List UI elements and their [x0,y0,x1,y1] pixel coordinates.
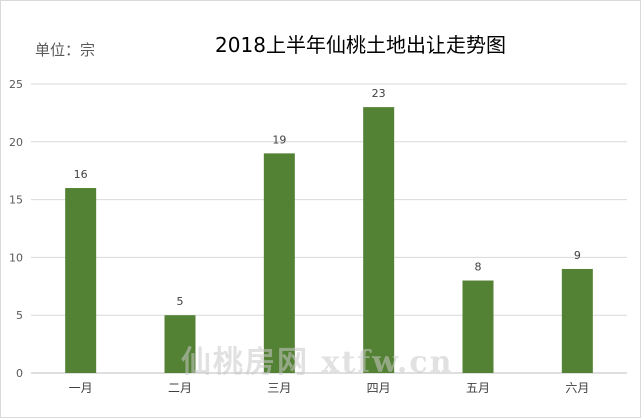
x-tick-label: 一月 [69,381,93,395]
y-tick-label: 15 [9,194,23,207]
data-label: 16 [74,168,88,181]
data-label: 9 [574,249,581,262]
x-tick-label: 六月 [565,381,589,395]
watermark: 仙桃房网 xtfw.cn [181,345,454,380]
bar [561,268,593,373]
bar [164,315,196,373]
x-tick-label: 二月 [168,381,192,395]
data-label: 19 [272,133,286,146]
x-tick-label: 四月 [367,381,391,395]
data-label: 23 [372,87,386,100]
chart-title: 2018上半年仙桃土地出让走势图 [215,33,506,57]
y-tick-label: 20 [9,136,23,149]
y-tick-label: 5 [16,309,23,322]
y-tick-label: 10 [9,251,23,264]
bar [65,188,97,373]
y-tick-label: 0 [16,367,23,380]
bar [263,153,295,373]
bar [462,280,494,373]
data-label: 5 [177,295,184,308]
unit-label: 单位：宗 [35,41,96,59]
data-label: 8 [475,261,482,274]
bar [363,107,395,374]
x-tick-label: 三月 [267,381,291,395]
x-tick-label: 五月 [466,381,490,395]
y-tick-label: 25 [9,78,23,91]
